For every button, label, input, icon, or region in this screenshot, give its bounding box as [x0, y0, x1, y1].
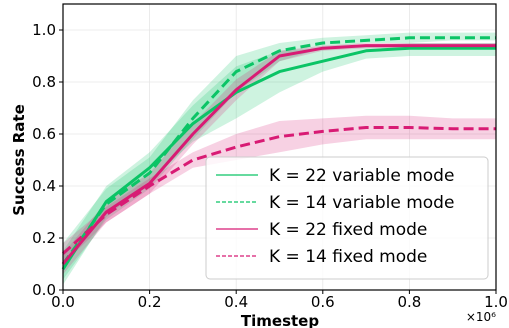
series-line	[61, 36, 496, 265]
y-tick-label: 1.0	[32, 21, 56, 39]
confidence-band	[63, 43, 496, 285]
x-tick-label: 0.0	[51, 293, 75, 311]
legend: K = 22 variable mode K = 14 variable mode…	[205, 156, 489, 280]
x-tick-label: 0.2	[138, 293, 162, 311]
x-tick-label: 1.0	[484, 293, 508, 311]
legend-label: K = 22 fixed mode	[269, 220, 427, 240]
y-tick-label: 0.8	[32, 73, 56, 91]
confidence-bands	[63, 32, 496, 285]
y-tick-label: 0.0	[32, 281, 56, 299]
y-axis-label: Success Rate	[10, 104, 28, 216]
axis-ticks: 0.0 0.2 0.4 0.6 0.8 1.0 0.0 0.2 0.4 0.6 0.8 1.0	[32, 21, 508, 311]
y-tick-label: 0.6	[32, 125, 56, 143]
legend-label: K = 14 fixed mode	[269, 247, 427, 267]
y-tick-label: 0.4	[32, 177, 56, 195]
x-axis-label: Timestep	[241, 312, 319, 328]
x-tick-label: 0.8	[397, 293, 421, 311]
x-tick-label: 0.6	[311, 293, 335, 311]
legend-label: K = 14 variable mode	[269, 193, 454, 213]
confidence-band	[63, 115, 496, 264]
series-line	[61, 126, 496, 255]
plot-frame	[62, 3, 497, 291]
x-axis-multiplier: ×10⁶	[466, 310, 496, 324]
legend-box	[205, 156, 489, 280]
y-tick-label: 0.2	[32, 229, 56, 247]
legend-label: K = 22 variable mode	[269, 166, 454, 186]
series-lines	[61, 36, 496, 271]
series-line	[61, 46, 496, 271]
x-tick-label: 0.4	[224, 293, 248, 311]
series-line	[61, 44, 496, 265]
